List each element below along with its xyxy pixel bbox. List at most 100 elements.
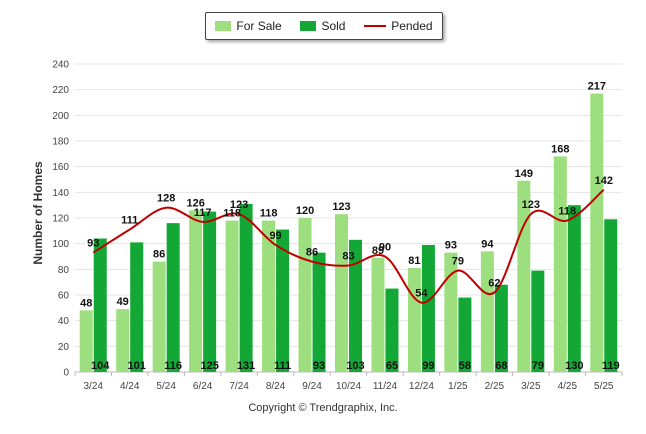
- bar-sold: [567, 205, 581, 372]
- bar-for-sale: [335, 214, 348, 372]
- data-label-pended: 142: [595, 175, 613, 187]
- data-label-for-sale: 81: [408, 255, 420, 267]
- data-label-for-sale: 49: [117, 296, 129, 308]
- bar-sold: [531, 270, 545, 372]
- bar-sold: [166, 223, 180, 372]
- data-label-for-sale: 123: [332, 201, 350, 213]
- x-tick-label: 5/24: [156, 381, 176, 392]
- data-label-pended: 128: [157, 193, 175, 205]
- data-label-for-sale: 168: [551, 143, 569, 155]
- bar-for-sale: [262, 220, 276, 372]
- legend-label-for-sale: For Sale: [236, 19, 282, 33]
- y-tick-label: 80: [58, 265, 70, 276]
- for-sale-swatch: [215, 21, 232, 31]
- y-tick-label: 0: [63, 368, 69, 379]
- data-label-pended: 86: [306, 247, 318, 259]
- bar-sold: [276, 229, 290, 372]
- data-label-sold: 103: [346, 360, 364, 372]
- data-label-for-sale: 89: [372, 245, 384, 257]
- bar-for-sale: [553, 156, 567, 372]
- bar-for-sale: [152, 261, 166, 372]
- data-label-sold: 104: [91, 360, 110, 372]
- bar-for-sale: [225, 220, 239, 372]
- legend: For Sale Sold Pended: [205, 12, 443, 40]
- bar-sold: [130, 242, 144, 372]
- data-label-for-sale: 120: [296, 205, 314, 217]
- x-tick-label: 2/25: [485, 381, 505, 392]
- data-label-for-sale: 86: [153, 249, 165, 261]
- data-label-pended: 99: [269, 230, 281, 242]
- x-tick-label: 4/24: [120, 381, 140, 392]
- legend-item-for-sale[interactable]: For Sale: [215, 19, 282, 33]
- data-label-for-sale: 93: [445, 240, 457, 252]
- bar-sold: [494, 284, 508, 372]
- data-label-pended: 117: [194, 207, 212, 219]
- bar-for-sale: [79, 310, 93, 372]
- x-tick-label: 1/25: [448, 381, 468, 392]
- legend-label-sold: Sold: [321, 19, 346, 33]
- data-label-sold: 58: [459, 360, 471, 372]
- bars: [79, 93, 618, 373]
- bar-for-sale: [116, 309, 130, 372]
- bar-sold: [458, 297, 472, 372]
- legend-item-sold[interactable]: Sold: [300, 19, 345, 33]
- x-tick-label: 4/25: [558, 381, 578, 392]
- x-tick-label: 3/25: [521, 381, 541, 392]
- legend-item-pended[interactable]: Pended: [364, 19, 433, 33]
- bar-for-sale: [517, 180, 531, 372]
- data-label-pended: 123: [230, 199, 248, 211]
- bar-for-sale: [444, 252, 458, 372]
- data-label-sold: 101: [128, 360, 146, 372]
- data-label-sold: 125: [200, 360, 218, 372]
- data-label-sold: 130: [565, 360, 583, 372]
- data-label-pended: 111: [121, 215, 138, 227]
- x-tick-label: 8/24: [266, 381, 286, 392]
- y-tick-label: 40: [58, 316, 70, 327]
- x-tick-label: 10/24: [336, 381, 361, 392]
- copyright-text: Copyright © Trendgraphix, Inc.: [248, 402, 398, 414]
- pended-line-path: [92, 189, 605, 304]
- data-label-pended: 83: [342, 250, 354, 262]
- x-tick-label: 3/24: [83, 381, 103, 392]
- pended-swatch: [364, 25, 387, 27]
- bar-for-sale: [298, 218, 312, 372]
- x-tick-label: 9/24: [302, 381, 322, 392]
- data-label-pended: 93: [87, 238, 99, 250]
- y-tick-label: 120: [52, 214, 69, 225]
- data-label-sold: 79: [532, 360, 544, 372]
- data-label-for-sale: 118: [223, 208, 241, 220]
- y-tick-label: 240: [52, 60, 69, 71]
- x-tick-label: 5/25: [594, 381, 614, 392]
- sold-swatch: [300, 21, 317, 31]
- y-tick-label: 20: [58, 342, 70, 353]
- data-label-for-sale: 94: [481, 238, 494, 250]
- y-tick-label: 180: [52, 137, 69, 148]
- data-label-sold: 119: [602, 360, 620, 372]
- bar-for-sale: [407, 268, 421, 372]
- data-label-pended: 79: [452, 256, 464, 268]
- bar-for-sale: [590, 93, 604, 373]
- data-label-sold: 65: [386, 360, 398, 372]
- bar-sold: [93, 238, 107, 372]
- y-tick-label: 60: [58, 291, 70, 302]
- bar-sold: [349, 239, 362, 372]
- y-tick-label: 200: [52, 111, 69, 122]
- bar-sold: [385, 288, 399, 372]
- data-label-for-sale: 217: [588, 81, 606, 93]
- data-labels: 48 104 49 101 86 116 126 125 118 131 118 111 120 93 12…: [80, 81, 620, 372]
- bar-sold: [203, 211, 217, 372]
- data-label-sold: 99: [422, 360, 434, 372]
- data-label-pended: 62: [488, 277, 500, 289]
- data-label-sold: 116: [164, 360, 182, 372]
- x-tick-label: 12/24: [409, 381, 434, 392]
- axes: Number of Homes 0 20 40 60 80 100 120 140 160 180…: [31, 60, 622, 392]
- bar-sold: [604, 219, 618, 372]
- data-label-for-sale: 149: [515, 168, 533, 180]
- y-axis-label: Number of Homes: [31, 161, 45, 265]
- legend-label-pended: Pended: [391, 19, 433, 33]
- data-label-pended: 123: [522, 199, 540, 211]
- data-label-sold: 93: [313, 360, 325, 372]
- grid-lines: [74, 63, 623, 376]
- data-label-for-sale: 118: [260, 208, 278, 220]
